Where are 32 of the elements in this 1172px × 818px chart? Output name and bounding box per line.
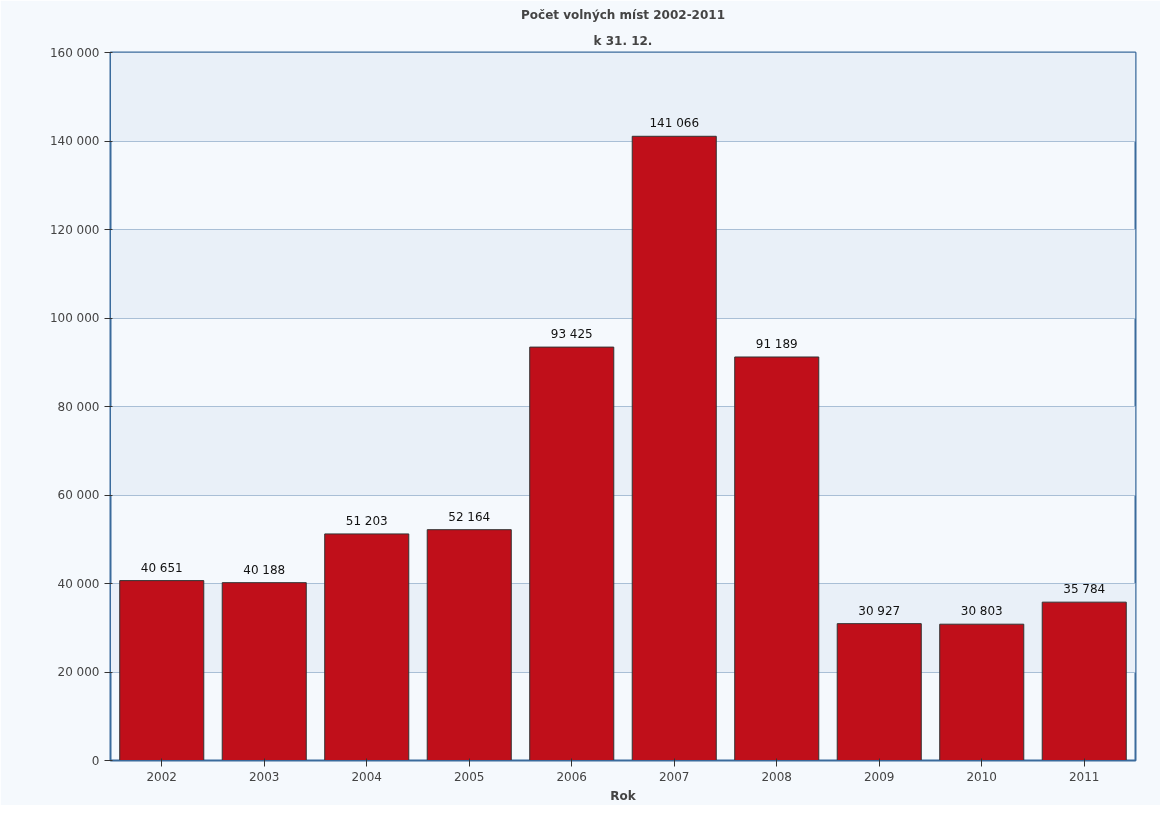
- x-tick-label: 2004: [351, 769, 383, 784]
- y-tick-label: 0: [91, 753, 100, 768]
- x-tick-label: 2010: [966, 769, 998, 784]
- chart-title: Počet volných míst 2002-2011: [520, 7, 726, 22]
- x-tick-label: 2007: [658, 769, 690, 784]
- data-label: 30 803: [960, 604, 1003, 619]
- y-tick-label: 140 000: [49, 134, 100, 148]
- x-tick-label: 2003: [248, 769, 280, 784]
- data-label: 30 927: [858, 603, 901, 618]
- y-tick-label: 40 000: [57, 576, 100, 591]
- x-tick-label: 2006: [556, 769, 588, 784]
- chart-subtitle: k 31. 12.: [593, 33, 653, 48]
- y-tick-label: 20 000: [57, 665, 100, 679]
- x-axis-title: Rok: [610, 788, 637, 803]
- x-tick-label: 2005: [453, 769, 485, 784]
- data-label: 91 189: [755, 336, 798, 351]
- data-label: 40 651: [140, 560, 183, 575]
- x-tick-label: 2002: [146, 769, 178, 784]
- data-label: 40 188: [243, 562, 286, 577]
- x-tick-label: 2011: [1068, 769, 1100, 784]
- data-label: 93 425: [550, 327, 593, 342]
- y-tick-label: 100 000: [49, 311, 100, 325]
- y-tick-label: 60 000: [57, 488, 100, 502]
- x-tick-label: 2009: [863, 769, 895, 784]
- y-tick-label: 120 000: [49, 222, 100, 237]
- y-tick-label: 80 000: [57, 399, 100, 414]
- x-tick-label: 2008: [761, 769, 793, 784]
- data-label: 35 784: [1063, 582, 1106, 597]
- y-tick-label: 160 000: [49, 45, 100, 60]
- data-label: 51 203: [345, 513, 388, 528]
- data-label: 141 066: [649, 116, 700, 131]
- data-label: 52 164: [448, 509, 491, 524]
